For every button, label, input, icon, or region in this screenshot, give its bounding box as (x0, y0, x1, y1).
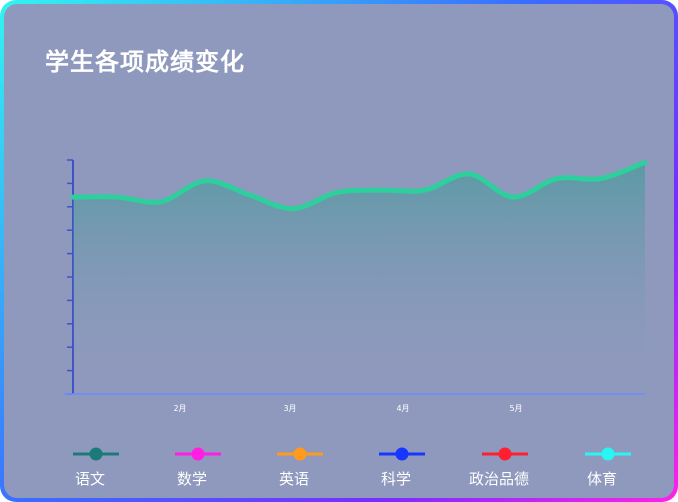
legend-swatch-dot (601, 447, 615, 461)
legend: 语文 数学 英语 科学 政治品德 体育 (73, 447, 631, 489)
legend-swatch-dot (395, 447, 409, 461)
legend-label: 科学 (381, 470, 411, 488)
legend-label: 英语 (279, 470, 309, 488)
legend-label: 语文 (75, 470, 105, 488)
legend-label: 政治品德 (469, 470, 529, 488)
legend-label: 数学 (177, 470, 207, 488)
x-tick-label: 5月 (509, 404, 522, 413)
x-tick-labels: 2月 3月 4月 5月 (173, 404, 522, 413)
legend-item[interactable]: 英语 (277, 447, 323, 489)
x-tick-label: 4月 (396, 404, 409, 413)
legend-label: 体育 (587, 470, 617, 488)
plot-area (70, 159, 648, 394)
series-area-0 (73, 162, 645, 394)
legend-swatch-dot (293, 447, 307, 461)
series-line-0[interactable] (70, 159, 648, 212)
legend-item[interactable]: 数学 (175, 447, 221, 489)
chart-title: 学生各项成绩变化 (45, 48, 245, 76)
legend-item[interactable]: 科学 (379, 447, 425, 489)
x-tick-label: 2月 (173, 404, 186, 413)
legend-swatch-dot (191, 447, 205, 461)
legend-item[interactable]: 政治品德 (469, 447, 529, 489)
legend-item[interactable]: 体育 (585, 447, 631, 489)
legend-item[interactable]: 语文 (73, 447, 119, 489)
legend-swatch-dot (498, 447, 512, 461)
x-tick-label: 3月 (283, 404, 296, 413)
legend-swatch-dot (89, 447, 103, 461)
